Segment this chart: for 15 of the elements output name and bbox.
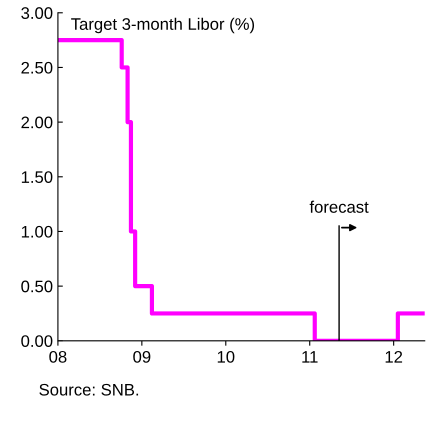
source-note: Source: SNB. — [39, 384, 138, 396]
x-tick-label: 08 — [49, 350, 66, 363]
y-tick-label: 0.00 — [21, 335, 52, 348]
y-tick-label: 3.00 — [21, 7, 52, 19]
chart-title: Target 3-month Libor (%) — [71, 18, 254, 34]
x-tick-label: 11 — [302, 351, 318, 363]
y-tick-label: 0.50 — [21, 280, 52, 292]
y-tick-label: 2.50 — [21, 62, 52, 74]
x-tick-label: 10 — [218, 350, 234, 363]
x-tick-label: 12 — [386, 350, 402, 363]
x-tick-label: 09 — [133, 350, 150, 363]
y-tick-label: 1.50 — [22, 171, 52, 183]
ref-line-label: forecast — [310, 200, 369, 213]
y-tick-label: 1.00 — [22, 226, 52, 238]
y-tick-label: 2.00 — [21, 116, 52, 128]
